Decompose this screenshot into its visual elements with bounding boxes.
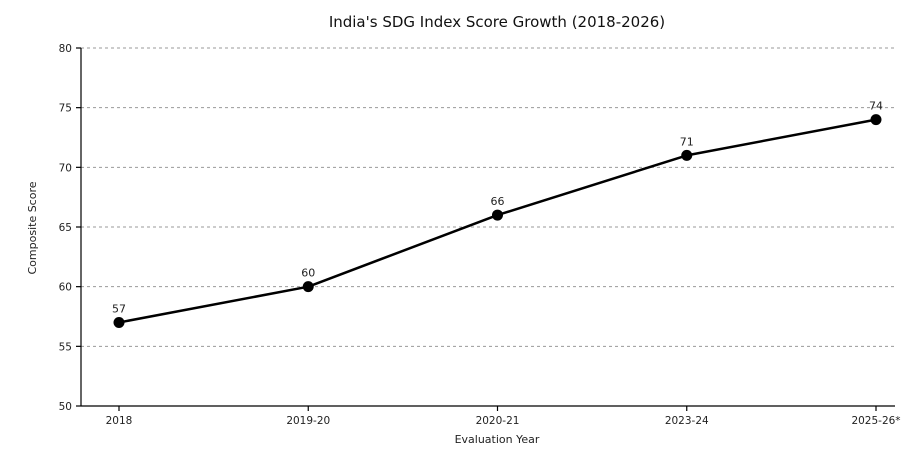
y-tick-label: 80 [59, 43, 72, 55]
x-tick-label: 2019-20 [286, 415, 330, 427]
y-axis-label: Composite Score [26, 181, 39, 274]
y-tick-label: 75 [59, 103, 72, 115]
x-axis-label: Evaluation Year [455, 433, 540, 446]
axes [76, 47, 895, 411]
y-tick-label: 50 [59, 401, 72, 413]
chart-title: India's SDG Index Score Growth (2018-202… [329, 13, 665, 31]
x-tick-label: 2023-24 [665, 415, 709, 427]
series [113, 114, 882, 328]
x-tick-labels: 2018 2019-20 2020-21 2023-24 2025-26* [106, 415, 901, 427]
y-tick-labels: 50 55 60 65 70 75 80 [59, 43, 72, 413]
data-label: 71 [680, 135, 694, 148]
data-label: 60 [301, 267, 315, 280]
data-point [870, 114, 882, 126]
data-point [113, 316, 125, 328]
data-label: 57 [112, 302, 126, 315]
y-tick-label: 65 [59, 222, 72, 234]
y-tick-label: 55 [59, 341, 72, 353]
y-tick-label: 70 [59, 162, 72, 174]
x-tick-label: 2025-26* [851, 415, 900, 427]
grid-lines [81, 47, 895, 347]
x-tick-label: 2018 [106, 415, 133, 427]
series-line [118, 118, 877, 324]
data-label: 66 [491, 195, 505, 208]
data-label: 74 [869, 100, 883, 113]
data-point [302, 281, 314, 293]
data-point [681, 149, 693, 161]
data-point [492, 209, 503, 221]
data-labels: 57 60 66 71 74 [112, 100, 883, 316]
x-tick-label: 2020-21 [476, 415, 520, 427]
y-tick-label: 60 [59, 282, 72, 294]
